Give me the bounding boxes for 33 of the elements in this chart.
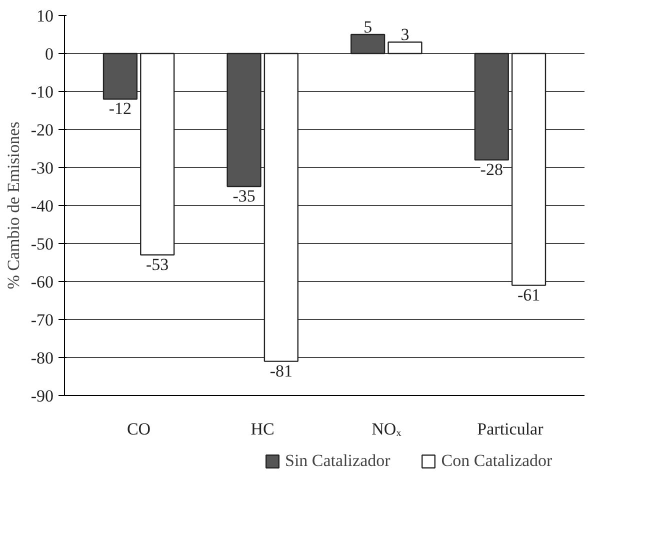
bar: [350, 34, 386, 54]
data-label: -81: [270, 361, 293, 380]
data-label: -35: [232, 186, 256, 206]
x-tick-label: HC: [250, 420, 274, 438]
bar: [511, 52, 546, 286]
bar: [102, 52, 138, 100]
bar: [140, 52, 175, 256]
y-tick-label: 10: [36, 6, 54, 26]
y-tick-label: -30: [30, 158, 54, 178]
x-tick-label: CO: [126, 420, 151, 438]
bar: [474, 52, 509, 160]
data-label: -61: [517, 285, 540, 304]
y-tick-label: -80: [30, 348, 54, 368]
x-tick-label: NOₓ: [372, 420, 402, 438]
data-label: -28: [480, 160, 503, 179]
y-tick-label: -40: [30, 196, 54, 216]
y-axis-title: % Cambio de Emisiones: [4, 122, 23, 290]
y-tick-label: -50: [30, 234, 54, 254]
bar: [226, 52, 262, 188]
x-tick-label: Particular: [477, 420, 544, 438]
legend-label: Sin Catalizador: [285, 451, 390, 471]
data-label: 3: [400, 25, 410, 44]
y-tick-label: -70: [30, 310, 54, 330]
bar: [264, 52, 298, 362]
y-tick-label: -60: [30, 272, 54, 292]
data-label: -12: [108, 99, 132, 118]
legend-label: Con Catalizador: [441, 451, 552, 471]
y-tick-label: -20: [30, 120, 54, 140]
y-tick-label: -90: [30, 386, 54, 406]
data-label: -53: [146, 254, 169, 274]
y-tick-label: -10: [30, 82, 54, 102]
data-label: 5: [364, 18, 372, 36]
y-tick-label: 0: [45, 44, 54, 64]
